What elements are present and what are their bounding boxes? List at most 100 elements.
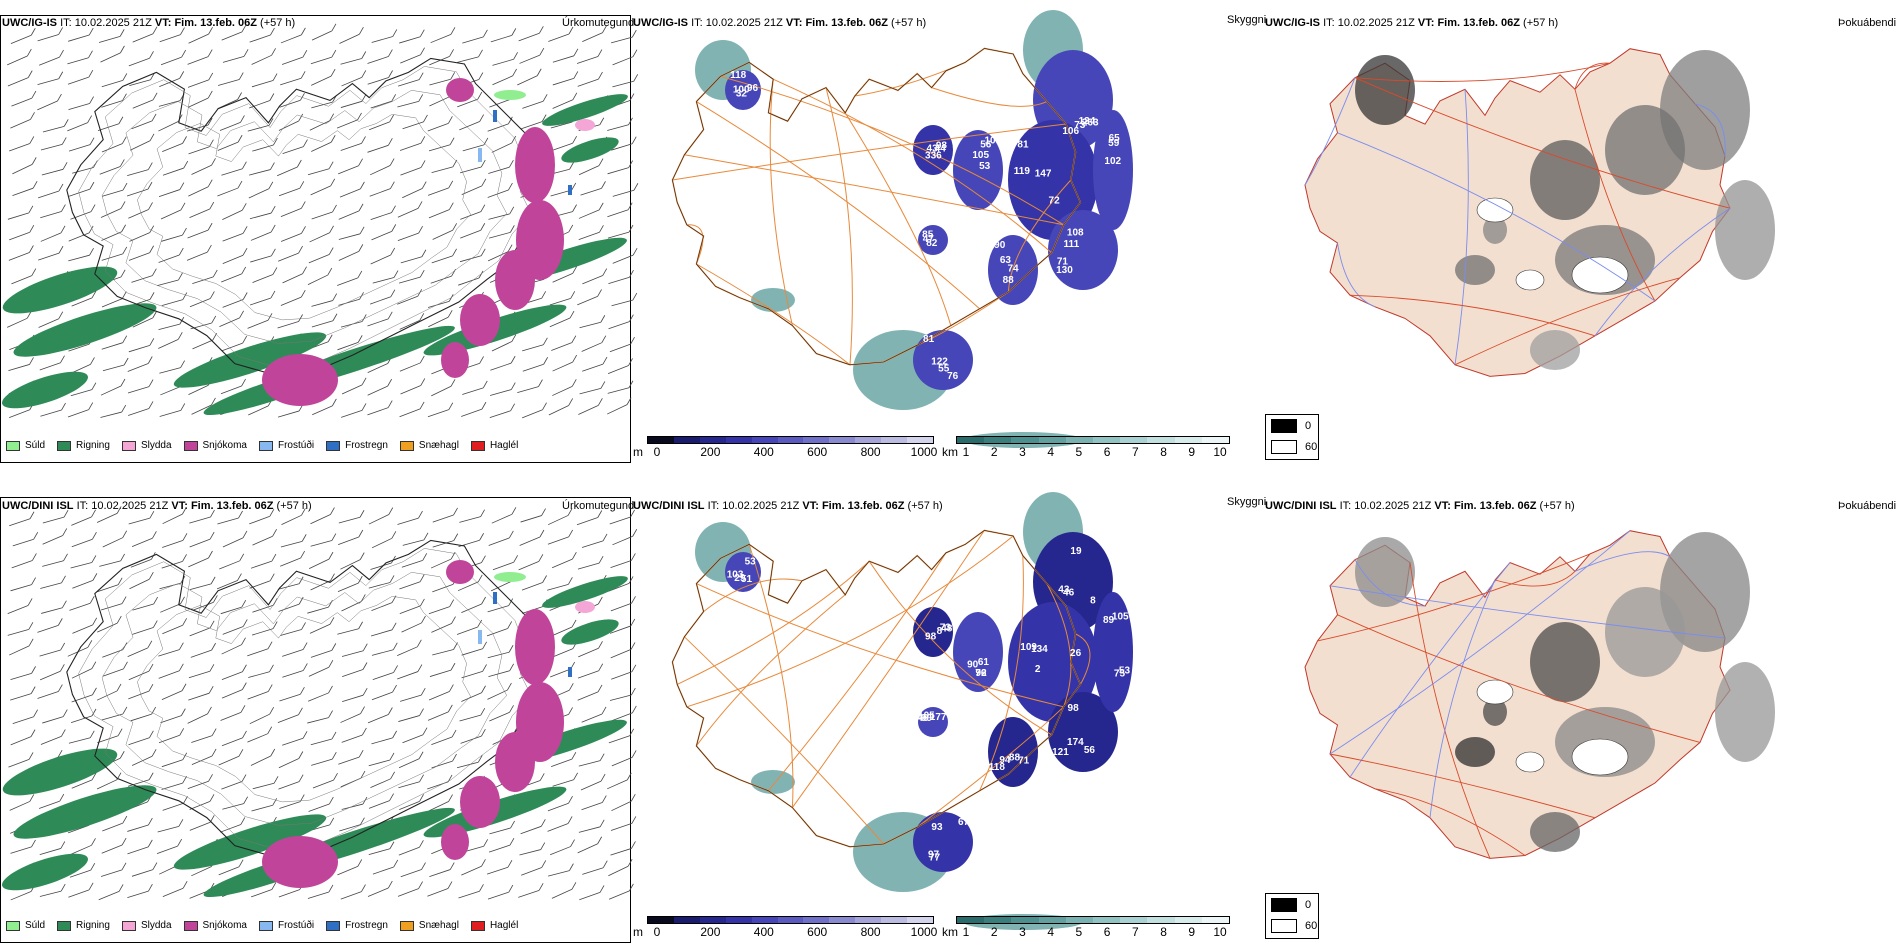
ceiling-value-label: 94 — [999, 755, 1011, 766]
wind-barb — [431, 166, 453, 174]
road — [1374, 788, 1526, 856]
wind-barb-feather — [242, 292, 248, 300]
colorbar-tick-label: 2 — [990, 445, 998, 459]
wind-barb-feather — [332, 204, 337, 213]
wind-barb — [68, 737, 91, 744]
wind-barb — [429, 78, 451, 86]
ceiling-value-label: 8 — [1090, 596, 1096, 607]
wind-barb-feather — [31, 90, 37, 99]
wind-barb — [430, 275, 452, 284]
wind-barb — [400, 385, 421, 395]
wind-barb — [188, 33, 209, 44]
road — [696, 101, 980, 310]
road — [684, 154, 1064, 226]
wind-barb-feather — [599, 225, 604, 233]
rain-area — [173, 814, 327, 870]
wind-barb — [432, 514, 454, 523]
wind-barb-feather — [29, 511, 35, 519]
wind-barb-feather — [629, 270, 634, 278]
wind-barb-feather — [390, 289, 396, 297]
wind-barb — [579, 388, 601, 395]
wind-barb-feather — [418, 225, 423, 234]
ceiling-value-label: 82 — [926, 238, 938, 249]
wind-barb-feather — [332, 313, 338, 321]
wind-barb — [552, 385, 573, 396]
wind-barb-feather — [267, 684, 273, 692]
legend-label: Frostúði — [277, 440, 315, 451]
ceiling-value-label: 105 — [1112, 611, 1129, 622]
wind-barb-feather — [541, 508, 546, 516]
wind-barb-feather — [237, 134, 243, 143]
colorbar-segment — [829, 437, 856, 443]
wind-barb-feather — [448, 794, 453, 802]
ceiling-value-label: 103 — [727, 569, 744, 580]
wind-barb — [189, 538, 211, 548]
wind-barb-feather — [211, 397, 216, 406]
wind-barb — [518, 32, 540, 42]
wind-barb-feather — [329, 617, 335, 625]
wind-barb-feather — [509, 663, 515, 671]
wind-barb — [39, 362, 61, 371]
wind-barb — [100, 208, 122, 218]
wind-barb — [460, 211, 482, 220]
wind-barb — [160, 715, 182, 724]
wind-barb — [551, 626, 573, 637]
wind-barb-feather — [117, 728, 123, 736]
wind-barb-feather — [567, 508, 573, 516]
wind-barb — [251, 804, 273, 812]
wind-barb-feather — [447, 310, 453, 318]
ceiling-value-label: 65 — [1109, 133, 1121, 144]
wind-barb — [191, 404, 212, 415]
wind-barb — [156, 845, 178, 855]
wind-barb — [311, 101, 333, 109]
wind-barb — [577, 691, 599, 701]
wind-barb — [159, 582, 181, 590]
wind-barb — [251, 889, 272, 898]
wind-barb — [398, 79, 420, 87]
wind-barb — [40, 232, 62, 242]
wind-barb — [10, 672, 32, 681]
river — [1574, 551, 1671, 572]
fog-area — [1605, 587, 1685, 677]
wind-barb-feather — [208, 550, 213, 559]
wind-barb-feather — [512, 68, 517, 77]
precip-panel-title: UWC/IG-IS IT: 10.02.2025 21Z VT: Fim. 13… — [2, 17, 296, 29]
wind-barb-feather — [423, 532, 429, 541]
wind-barb-feather — [58, 311, 64, 319]
colorbar-unit: m — [633, 445, 643, 459]
colorbar-tick-label: 800 — [860, 925, 881, 939]
wind-barb-feather — [148, 202, 153, 210]
road — [1409, 562, 1491, 859]
wind-barb-feather — [389, 752, 395, 761]
wind-barb-feather — [392, 684, 397, 693]
colorbar-tick-label: 1 — [962, 925, 970, 939]
wind-barb — [402, 734, 424, 744]
wind-barb — [192, 276, 214, 284]
wind-barb-feather — [32, 180, 38, 189]
wind-barb-feather — [509, 705, 514, 713]
colorbar-segment — [1038, 437, 1066, 443]
wind-barb-feather — [242, 226, 248, 234]
ceiling-value-label: 109 — [1020, 642, 1037, 653]
coastline — [66, 539, 544, 858]
ceiling-value-label: 263 — [1082, 118, 1099, 129]
wind-barb-feather — [513, 52, 518, 60]
wind-barb — [158, 323, 180, 330]
legend-item-frostregn: Frostregn — [326, 440, 388, 451]
ceiling-value-label: 53 — [1119, 666, 1131, 677]
wind-barb — [430, 558, 452, 569]
wind-barb — [189, 208, 210, 218]
colorbar-segment — [803, 917, 830, 923]
wind-barb — [487, 605, 509, 613]
wind-barb-feather — [332, 398, 337, 407]
wind-barb — [222, 209, 243, 220]
wind-barb-feather — [122, 335, 128, 343]
wind-barb-feather — [419, 29, 425, 37]
legend-swatch — [183, 440, 198, 451]
wind-barb — [611, 712, 633, 722]
wind-barb — [607, 387, 630, 394]
wind-barb-feather — [148, 683, 154, 692]
wind-barb-feather — [61, 204, 66, 212]
wind-barb — [369, 121, 390, 131]
wind-barb — [371, 230, 392, 241]
